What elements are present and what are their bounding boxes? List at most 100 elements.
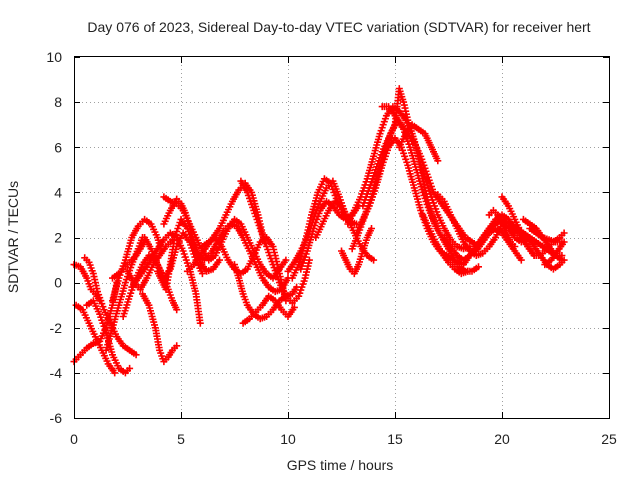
data-point: [207, 258, 210, 262]
data-point: [417, 128, 420, 131]
x-tick-label: 15: [387, 431, 403, 447]
data-point: [374, 186, 377, 190]
data-point: [79, 353, 82, 356]
data-point: [331, 179, 335, 183]
data-point: [507, 218, 510, 221]
series-arc-41: [517, 229, 568, 273]
data-point: [522, 218, 525, 221]
data-point: [458, 265, 461, 268]
series-arc-44: [541, 238, 568, 269]
data-point: [162, 238, 166, 241]
data-point: [513, 236, 516, 239]
data-point: [558, 236, 561, 239]
data-point: [186, 270, 189, 273]
data-point: [443, 227, 446, 230]
data-point: [432, 191, 435, 194]
data-point: [226, 258, 230, 262]
data-point: [175, 308, 178, 311]
data-point: [460, 272, 463, 275]
data-point: [104, 331, 108, 334]
data-point: [500, 222, 504, 226]
data-point: [259, 227, 262, 230]
y-tick-label: -4: [50, 365, 63, 381]
data-point: [481, 240, 484, 244]
series-arc-26: [338, 225, 375, 278]
data-point: [423, 186, 427, 190]
data-point: [267, 285, 270, 289]
data-point: [156, 263, 159, 266]
data-point: [400, 123, 403, 126]
data-point: [535, 231, 538, 235]
data-point: [494, 227, 497, 230]
data-point: [92, 342, 95, 345]
data-point: [209, 252, 213, 255]
data-point: [271, 276, 275, 280]
data-point: [419, 209, 422, 212]
data-point: [169, 263, 172, 266]
data-point: [218, 258, 221, 262]
data-point: [207, 240, 210, 244]
data-point: [425, 173, 429, 176]
data-point: [374, 168, 377, 171]
data-point: [295, 285, 298, 289]
data-point: [410, 123, 414, 126]
data-point: [203, 258, 206, 262]
data-point: [310, 213, 313, 217]
data-point: [329, 182, 332, 185]
data-point: [500, 213, 504, 217]
data-point: [421, 213, 424, 217]
data-point: [293, 261, 296, 264]
data-point: [449, 213, 452, 217]
data-point: [408, 146, 412, 149]
data-point: [92, 299, 95, 302]
x-tick-label: 25: [601, 431, 617, 447]
data-point: [241, 292, 245, 296]
chart-title: Day 076 of 2023, Sidereal Day-to-day VTE…: [87, 19, 590, 35]
data-point: [535, 240, 538, 244]
data-point: [316, 191, 320, 194]
data-point: [224, 213, 228, 217]
data-point: [338, 213, 341, 217]
series-arc-08: [109, 238, 149, 282]
data-point: [143, 218, 146, 221]
y-tick-label: 0: [54, 275, 62, 291]
data-point: [541, 245, 544, 248]
data-point: [385, 114, 388, 117]
data-point: [162, 195, 166, 199]
data-point: [381, 150, 384, 153]
data-point: [117, 304, 121, 307]
data-point: [447, 261, 450, 264]
data-point: [147, 304, 151, 307]
data-point: [117, 272, 121, 275]
data-point: [291, 292, 294, 296]
y-tick-label: -2: [50, 320, 63, 336]
data-point: [194, 236, 198, 239]
data-point: [462, 263, 465, 266]
data-point: [171, 299, 174, 302]
series-arc-04: [72, 301, 119, 377]
data-point: [237, 188, 240, 192]
data-point: [443, 200, 446, 203]
data-point: [158, 254, 161, 257]
data-point: [509, 222, 512, 226]
data-point: [188, 222, 191, 226]
data-point: [443, 236, 446, 239]
data-point: [175, 344, 178, 347]
series-arc-33: [419, 211, 472, 278]
data-point: [96, 290, 99, 293]
data-point: [500, 195, 504, 199]
data-point: [381, 164, 384, 167]
data-point: [199, 254, 202, 257]
data-series: [70, 85, 568, 377]
data-point: [434, 240, 437, 244]
data-point: [513, 218, 516, 221]
data-point: [526, 245, 529, 248]
data-point: [419, 168, 422, 171]
data-point: [370, 227, 373, 230]
series-arc-25: [312, 197, 378, 264]
y-tick-label: 6: [54, 139, 62, 155]
data-point: [475, 254, 478, 257]
data-point: [284, 299, 288, 302]
series-arc-21: [239, 292, 298, 327]
data-point: [393, 123, 397, 126]
